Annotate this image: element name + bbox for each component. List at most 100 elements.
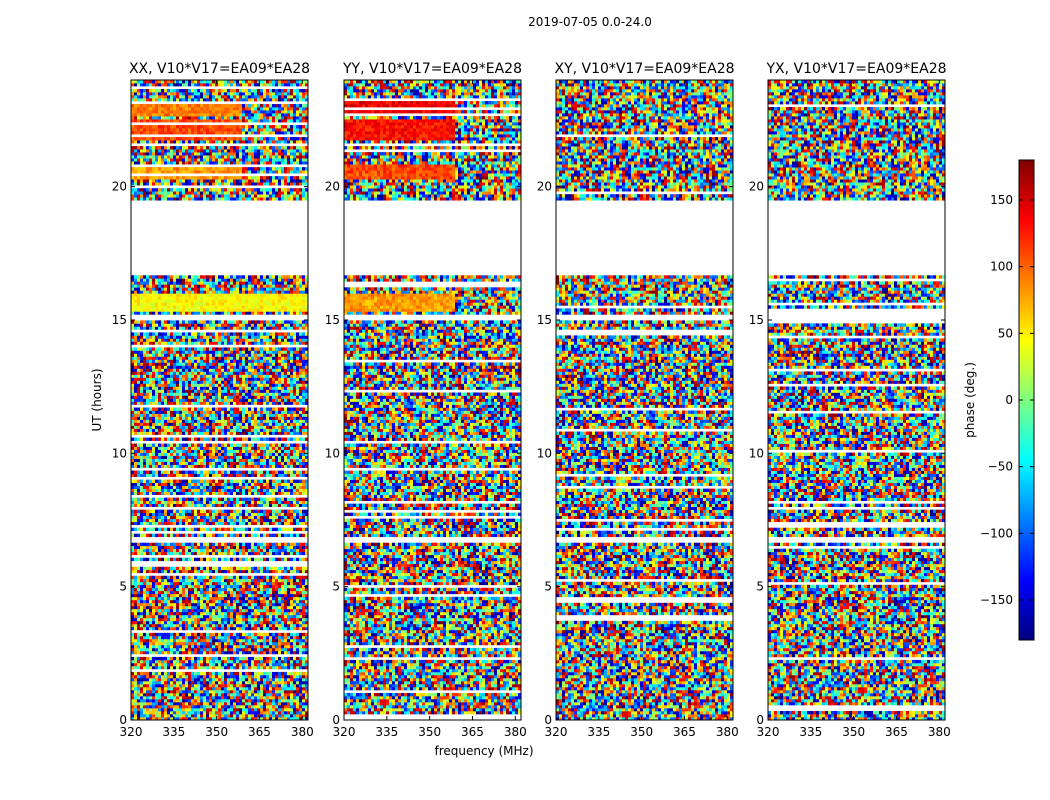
heatmap-cell xyxy=(161,431,165,435)
heatmap-cell xyxy=(212,464,216,468)
heatmap-cell xyxy=(248,503,252,508)
heatmap-cell xyxy=(149,623,153,628)
heatmap-cell xyxy=(173,602,177,607)
heatmap-cell xyxy=(170,717,174,721)
heatmap-cell xyxy=(260,623,264,628)
heatmap-cell xyxy=(131,437,135,441)
heatmap-cell xyxy=(203,581,207,586)
heatmap-cell xyxy=(296,578,300,583)
heatmap-cell xyxy=(179,533,183,538)
heatmap-cell xyxy=(269,521,273,526)
heatmap-cell xyxy=(152,443,156,447)
heatmap-cell xyxy=(161,596,165,601)
heatmap-cell xyxy=(191,635,195,640)
heatmap-cell xyxy=(290,611,294,616)
heatmap-cell xyxy=(194,674,198,679)
heatmap-cell xyxy=(263,437,267,441)
heatmap-cell xyxy=(248,692,252,697)
heatmap-cell xyxy=(143,551,147,556)
heatmap-cell xyxy=(266,704,270,709)
heatmap-cell xyxy=(251,443,255,447)
heatmap-cell xyxy=(257,707,261,712)
heatmap-cell xyxy=(239,596,243,601)
heatmap-cell xyxy=(203,596,207,601)
heatmap-cell xyxy=(242,683,246,688)
heatmap-cell xyxy=(215,674,219,679)
heatmap-cell xyxy=(188,641,192,646)
heatmap-cell xyxy=(152,596,156,601)
heatmap-cell xyxy=(248,557,252,562)
heatmap-cell xyxy=(137,581,141,586)
heatmap-cell xyxy=(284,551,288,556)
heatmap-cell xyxy=(209,590,213,595)
heatmap-cell xyxy=(164,485,168,489)
heatmap-cell xyxy=(194,443,198,447)
heatmap-cell xyxy=(254,575,258,580)
heatmap-cell xyxy=(152,458,156,462)
heatmap-cell xyxy=(203,617,207,622)
heatmap-cell xyxy=(140,599,144,604)
heatmap-cell xyxy=(161,602,165,607)
heatmap-cell xyxy=(212,509,216,514)
heatmap-cell xyxy=(260,431,264,435)
heatmap-cell xyxy=(185,695,189,700)
heatmap-cell xyxy=(284,464,288,468)
heatmap-cell xyxy=(248,689,252,694)
heatmap-cell xyxy=(293,452,297,456)
heatmap-cell xyxy=(248,665,252,670)
heatmap-cell xyxy=(290,548,294,553)
heatmap-cell xyxy=(176,587,180,592)
heatmap-cell xyxy=(155,590,159,595)
heatmap-cell xyxy=(158,419,162,423)
heatmap-cell xyxy=(143,527,147,532)
heatmap-cell xyxy=(251,551,255,556)
heatmap-cell xyxy=(266,533,270,538)
heatmap-cell xyxy=(149,662,153,667)
heatmap-cell xyxy=(179,437,183,441)
heatmap-cell xyxy=(302,647,306,652)
heatmap-cell xyxy=(215,455,219,459)
heatmap-cell xyxy=(212,650,216,655)
heatmap-cell xyxy=(251,419,255,423)
heatmap-cell xyxy=(188,623,192,628)
heatmap-cell xyxy=(275,707,279,712)
heatmap-cell xyxy=(212,479,216,483)
heatmap-cell xyxy=(209,431,213,435)
heatmap-cell xyxy=(284,671,288,676)
heatmap-cell xyxy=(185,452,189,456)
heatmap-cell xyxy=(194,717,198,721)
heatmap-cell xyxy=(293,611,297,616)
heatmap-cell xyxy=(200,458,204,462)
heatmap-cell xyxy=(158,464,162,468)
heatmap-cell xyxy=(290,671,294,676)
heatmap-cell xyxy=(284,575,288,580)
heatmap-cell xyxy=(134,632,138,637)
heatmap-cell xyxy=(164,620,168,625)
heatmap-cell xyxy=(242,665,246,670)
heatmap-cell xyxy=(137,665,141,670)
heatmap-cell xyxy=(278,710,282,715)
heatmap-cell xyxy=(185,548,189,553)
heatmap-cell xyxy=(215,608,219,613)
heatmap-cell xyxy=(224,425,228,429)
heatmap-cell xyxy=(155,605,159,610)
heatmap-cell xyxy=(233,500,237,505)
heatmap-cell xyxy=(284,527,288,532)
heatmap-cell xyxy=(278,638,282,643)
heatmap-cell xyxy=(188,602,192,607)
heatmap-cell xyxy=(194,491,198,495)
heatmap-cell xyxy=(221,488,225,492)
heatmap-cell xyxy=(296,569,300,574)
heatmap-cell xyxy=(272,515,276,520)
heatmap-cell xyxy=(281,713,285,718)
heatmap-cell xyxy=(296,455,300,459)
heatmap-cell xyxy=(296,431,300,435)
heatmap-cell xyxy=(296,710,300,715)
heatmap-cell xyxy=(137,662,141,667)
heatmap-cell xyxy=(236,509,240,514)
heatmap-cell xyxy=(260,569,264,574)
heatmap-cell xyxy=(143,689,147,694)
heatmap-cell xyxy=(290,557,294,562)
heatmap-cell xyxy=(146,587,150,592)
heatmap-cell xyxy=(188,428,192,432)
